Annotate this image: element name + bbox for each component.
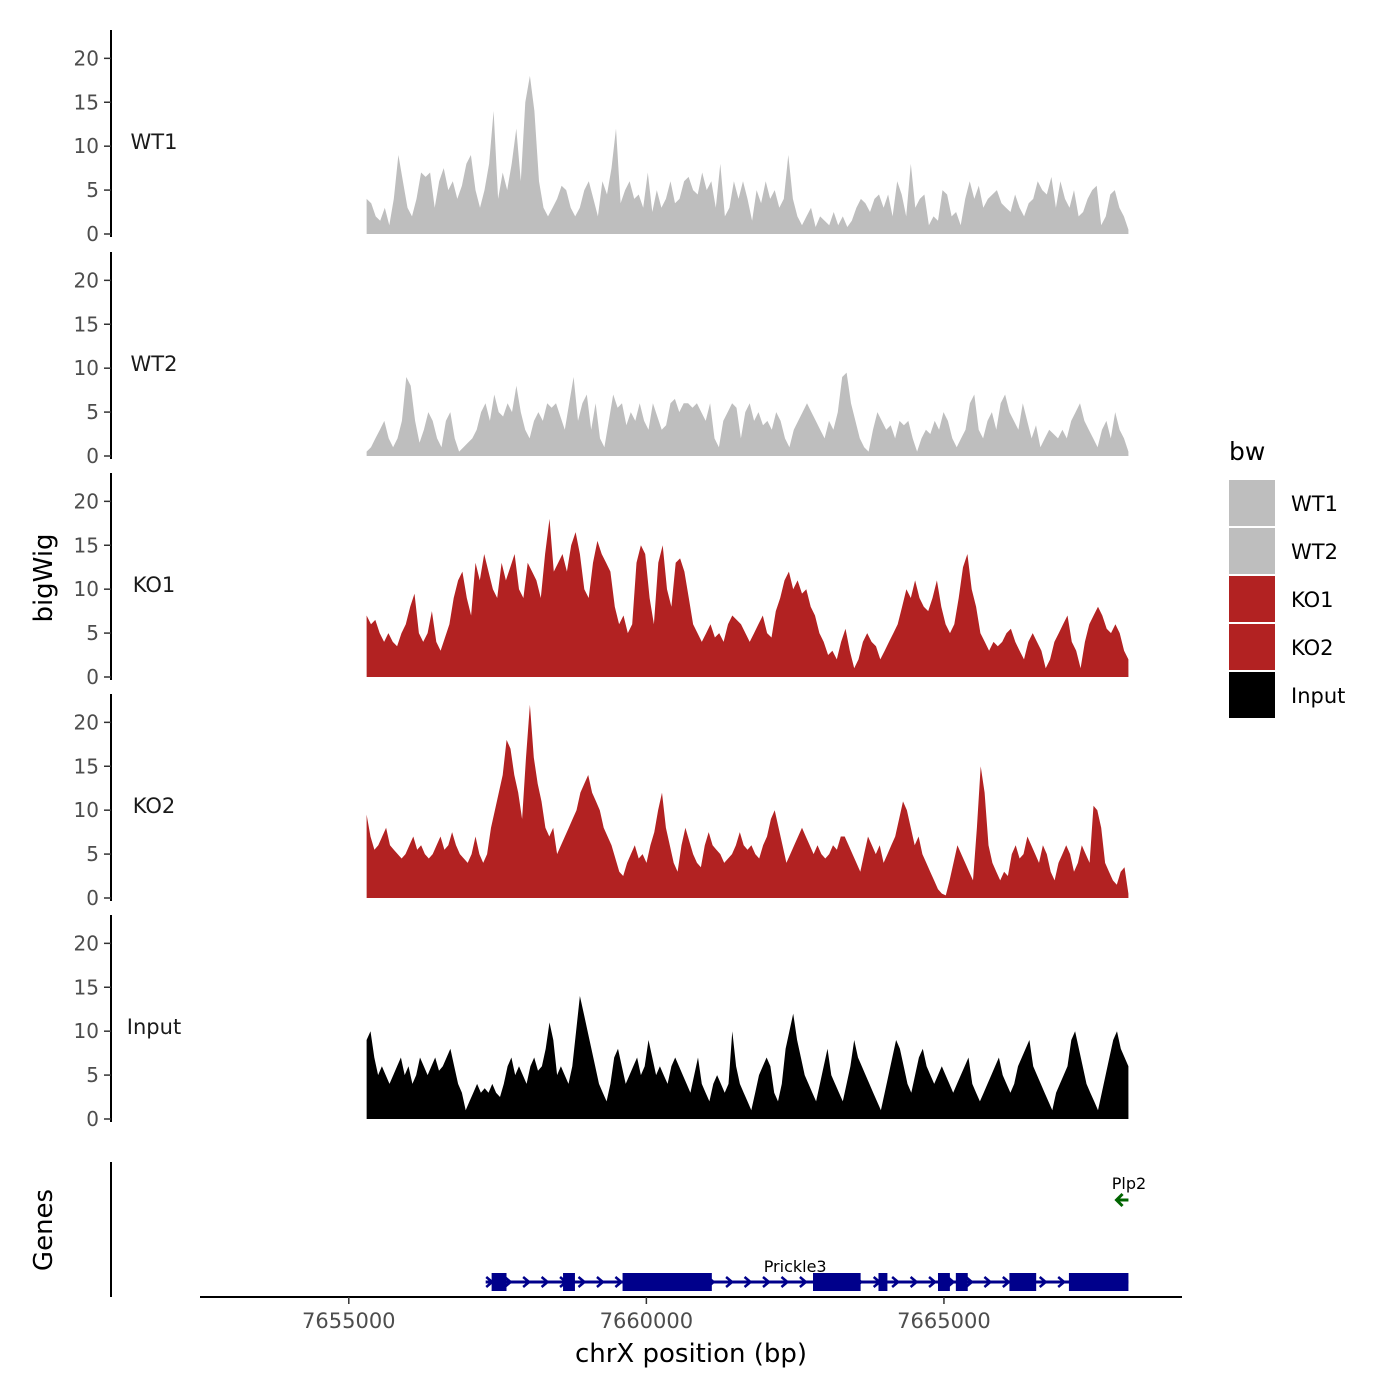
y-tick-label: 5 [86,178,99,202]
y-tick-label: 0 [86,886,99,910]
track-label-wt2: WT2 [131,352,178,376]
legend-key-ko1 [1229,576,1275,622]
strand-arrow [614,1276,624,1288]
y-tick-label: 20 [74,46,99,70]
y-tick-label: 5 [86,1063,99,1087]
y-tick-label: 0 [86,1107,99,1131]
x-tick-label: 7665000 [897,1309,991,1333]
exon [1009,1273,1037,1291]
y-tick-label: 10 [74,356,99,380]
strand-arrow [1114,1192,1124,1208]
exon [955,1273,968,1291]
legend-key-input [1229,672,1275,718]
y-tick-label: 15 [74,312,99,336]
track-wt1: 0 5 10 15 20 WT1 [74,30,1129,246]
y-tick-label: 10 [74,577,99,601]
y-tick-label: 0 [86,444,99,468]
track-wt2: 0 5 10 15 20 WT2 [74,252,1129,468]
coverage-area-ko1 [366,518,1129,677]
coverage-area-wt2 [366,372,1129,456]
gene-prickle3: Prickle3 [485,1257,1129,1291]
strand-arrow [1002,1276,1011,1288]
y-tick-label: 20 [74,489,99,513]
legend-label-input: Input [1291,684,1345,708]
strand-arrow [1038,1276,1048,1288]
exon [622,1273,712,1291]
y-tick-label: 5 [86,621,99,645]
strand-arrow [1057,1276,1067,1288]
legend-key-wt2 [1229,528,1275,574]
legend-label-ko1: KO1 [1291,588,1334,612]
y-tick-label: 20 [74,268,99,292]
y-tick-label: 0 [86,222,99,246]
y-tick-label: 10 [74,134,99,158]
exon [813,1273,861,1291]
y-tick-label: 15 [74,90,99,114]
coverage-area-ko2 [366,704,1129,898]
genes-panel: Genes Prickle3 Plp2 [29,1162,1146,1297]
strand-arrow [928,1276,937,1288]
legend: bw WT1 WT2 KO1 KO2 Input [1229,437,1345,718]
strand-arrow [983,1276,993,1288]
track-label-ko1: KO1 [133,573,176,597]
strand-arrow [965,1276,974,1288]
track-input: 0 5 10 15 20 Input [74,915,1129,1131]
track-label-wt1: WT1 [131,130,178,154]
coverage-area-input [366,996,1129,1119]
legend-label-ko2: KO2 [1291,636,1334,660]
exon [491,1273,507,1291]
x-axis-title: chrX position (bp) [575,1339,807,1369]
exon [878,1273,888,1291]
exon [563,1273,575,1291]
track-ko2: 0 5 10 15 20 KO2 [74,694,1129,910]
y-tick-label: 15 [74,754,99,778]
x-tick-label: 7655000 [302,1309,396,1333]
y-tick-label: 15 [74,975,99,999]
strand-arrow [577,1276,587,1288]
y-tick-label: 5 [86,842,99,866]
x-tick-label: 7660000 [600,1309,694,1333]
exon [937,1273,950,1291]
genes-axis-title: Genes [29,1189,59,1271]
strand-arrow [522,1276,532,1288]
y-tick-label: 5 [86,400,99,424]
strand-arrow [909,1276,919,1288]
y-tick-label: 10 [74,1019,99,1043]
strand-arrow [503,1276,513,1288]
y-tick-label: 20 [74,931,99,955]
gene-models: Prickle3 Plp2 [485,1174,1146,1291]
y-tick-label: 20 [74,710,99,734]
track-label-ko2: KO2 [133,794,176,818]
gene-label-prickle3: Prickle3 [764,1257,827,1276]
strand-arrow [725,1276,735,1288]
strand-arrow [780,1276,790,1288]
gene-plp2: Plp2 [1112,1174,1146,1208]
gene-label-plp2: Plp2 [1112,1174,1146,1193]
y-tick-label: 10 [74,798,99,822]
track-ko1: 0 5 10 15 20 KO1 [74,473,1129,689]
track-panels: 0 5 10 15 20 WT1 0 5 10 15 20 WT2 0 5 10 15 20 KO1 0 5 10 15 2… [74,30,1129,1131]
legend-label-wt1: WT1 [1291,492,1338,516]
strand-arrow [799,1276,808,1288]
strand-arrow [762,1276,771,1288]
strand-arrow [891,1276,901,1288]
y-tick-label: 0 [86,665,99,689]
legend-key-wt1 [1229,480,1275,526]
y-axis-title: bigWig [29,533,59,622]
legend-key-ko2 [1229,624,1275,670]
strand-arrow [540,1276,550,1288]
track-label-input: Input [127,1015,181,1039]
legend-title: bw [1229,437,1265,466]
strand-arrow [743,1276,753,1288]
legend-label-wt2: WT2 [1291,540,1338,564]
exon [1068,1273,1129,1291]
strand-arrow [596,1276,605,1288]
y-tick-label: 15 [74,533,99,557]
x-axis: 7655000 7660000 7665000 chrX position (bp) [200,1296,1182,1369]
coverage-area-wt1 [366,75,1129,235]
